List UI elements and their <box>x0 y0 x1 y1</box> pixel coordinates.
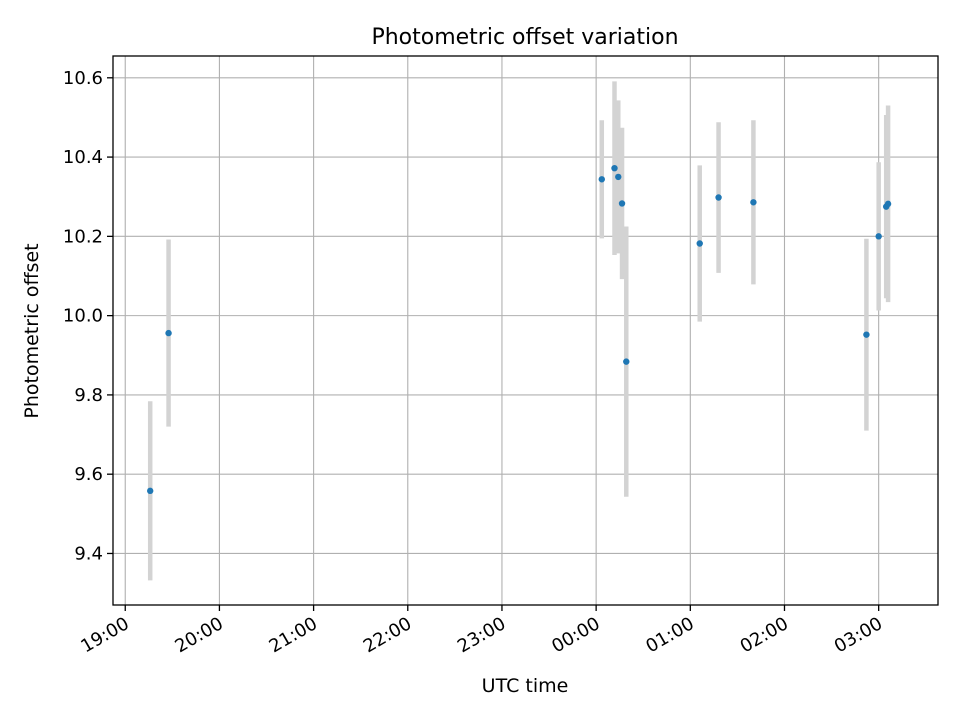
data-point <box>884 200 892 208</box>
data-point <box>863 331 870 338</box>
x-tick-label: 01:00 <box>642 613 697 657</box>
chart-title: Photometric offset variation <box>371 25 678 50</box>
x-tick-label: 02:00 <box>737 613 792 657</box>
x-tick-label: 03:00 <box>831 613 886 657</box>
data-point <box>696 240 703 247</box>
data-point <box>618 200 626 207</box>
x-tick-label: 20:00 <box>171 613 226 657</box>
x-tick-label: 21:00 <box>266 613 321 657</box>
y-axis-label: Photometric offset <box>21 243 43 418</box>
x-axis: 19:00 20:00 21:00 22:00 23:00 00:00 01:00 02:00… <box>77 605 886 657</box>
y-axis: 9.4 9.6 9.8 10.0 10.2 10.4 10.6 <box>63 68 113 564</box>
data-point <box>165 329 172 337</box>
y-tick-label: 10.0 <box>63 306 103 327</box>
data-point <box>598 176 605 183</box>
data-point <box>750 199 757 206</box>
data-point <box>715 194 722 201</box>
x-tick-label: 23:00 <box>454 613 509 657</box>
error-bars <box>147 81 891 581</box>
data-points <box>147 164 892 495</box>
y-tick-label: 10.4 <box>63 147 103 168</box>
x-axis-label: UTC time <box>482 675 569 697</box>
x-tick-label: 22:00 <box>360 613 415 657</box>
x-tick-label: 00:00 <box>548 613 603 657</box>
plot-frame <box>112 55 939 606</box>
data-point <box>611 164 618 172</box>
x-tick-label: 19:00 <box>77 613 132 657</box>
data-point <box>623 358 630 365</box>
data-point <box>615 173 622 181</box>
y-tick-label: 9.8 <box>74 385 103 406</box>
data-point <box>147 487 154 495</box>
y-tick-label: 9.4 <box>74 543 103 564</box>
y-tick-label: 10.6 <box>63 68 103 89</box>
data-point <box>875 233 882 240</box>
grid <box>113 56 938 605</box>
y-tick-label: 10.2 <box>63 226 103 247</box>
y-tick-label: 9.6 <box>74 464 103 485</box>
